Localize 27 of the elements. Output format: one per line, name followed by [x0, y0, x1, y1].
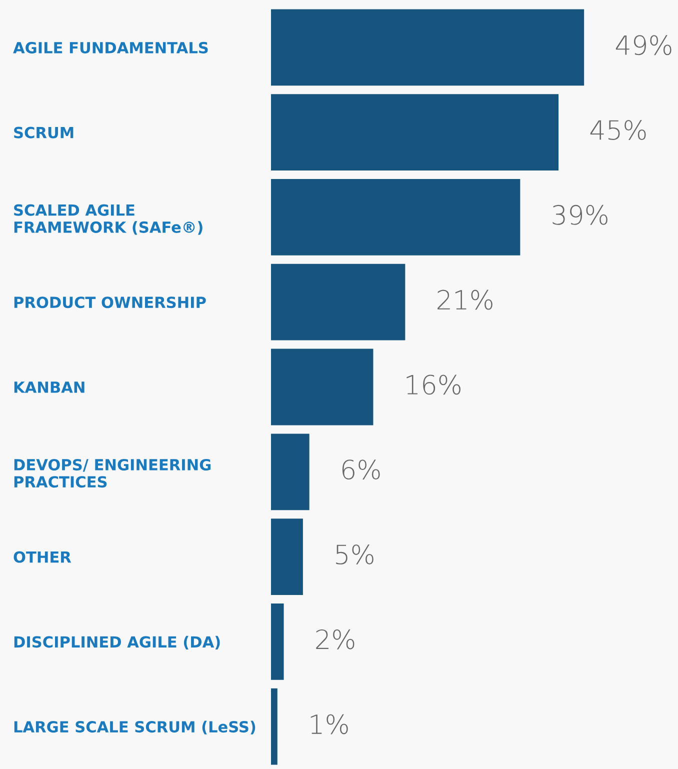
bar: [271, 434, 310, 510]
bar: [271, 264, 406, 340]
bar: [271, 603, 284, 680]
y-tick-label: DEVOPS/ ENGINEERING PRACTICES: [14, 458, 211, 488]
y-tick-label: SCRUM: [14, 126, 74, 138]
bar: [271, 179, 520, 256]
bar: [271, 518, 303, 595]
data-label: 5%: [336, 544, 374, 564]
y-tick-label: AGILE FUNDAMENTALS: [13, 42, 208, 54]
bar: [271, 94, 559, 171]
y-tick-label: OTHER: [14, 551, 72, 563]
y-tick-label: DISCIPLINED AGILE (DA): [14, 636, 220, 650]
data-label: 1%: [310, 714, 348, 734]
y-tick-label: SCALED AGILE FRAMEWORK (SAFe®): [14, 204, 202, 235]
y-tick-label: PRODUCT OWNERSHIP: [14, 296, 206, 308]
y-tick-label: KANBAN: [14, 382, 84, 393]
data-label: 45%: [590, 120, 646, 140]
data-label: 21%: [438, 290, 492, 310]
data-label: 16%: [406, 374, 460, 395]
y-tick-label: LARGE SCALE SCRUM (LeSS): [14, 720, 256, 734]
data-label: 49%: [616, 35, 672, 56]
bar: [271, 348, 374, 426]
data-label: 39%: [552, 204, 608, 225]
bar: [271, 688, 278, 765]
bar: [271, 9, 584, 86]
data-label: 2%: [316, 629, 354, 650]
data-label: 6%: [342, 460, 380, 480]
